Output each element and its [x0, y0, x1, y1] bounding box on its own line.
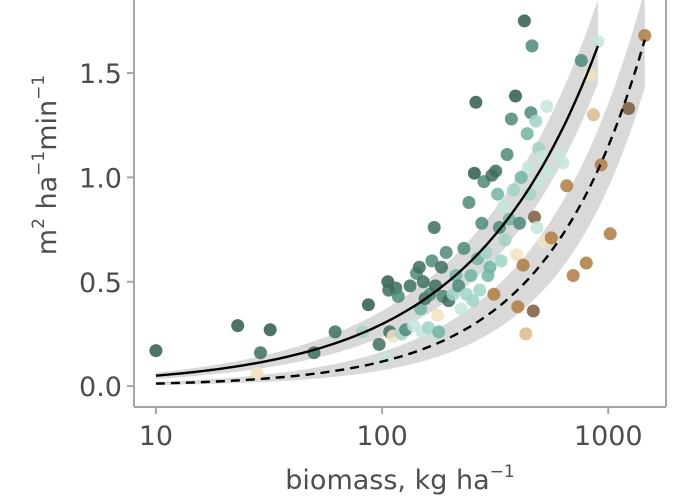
fitted-curves	[155, 39, 646, 385]
y-axis-ticks: 0.0 0.5 1.0 1.5	[79, 59, 134, 403]
data-point	[579, 256, 593, 270]
data-point	[421, 321, 435, 335]
data-point	[432, 325, 446, 339]
y-axis-title-sup: −1	[29, 151, 49, 176]
data-point	[529, 114, 543, 128]
data-point	[525, 39, 539, 53]
data-point	[263, 323, 277, 337]
data-point	[372, 337, 386, 351]
data-point	[638, 29, 652, 42]
x-tick-label: 10	[139, 421, 173, 452]
data-point	[560, 179, 574, 193]
data-point	[457, 241, 471, 255]
data-point	[507, 183, 520, 197]
data-point	[510, 248, 524, 262]
data-point	[622, 102, 636, 115]
data-point	[526, 304, 540, 318]
data-point	[519, 327, 533, 341]
data-point	[475, 216, 489, 230]
data-point	[603, 227, 617, 241]
data-point	[377, 352, 391, 366]
x-axis-title-sup: −1	[490, 462, 515, 482]
data-point	[431, 308, 445, 322]
y-axis-title: m2 ha−1min−1	[29, 75, 63, 255]
x-axis-ticks: 10 100 1000	[139, 407, 643, 452]
data-point	[412, 260, 426, 274]
data-point	[574, 54, 588, 67]
data-point	[435, 260, 448, 274]
data-point	[496, 200, 510, 214]
data-point	[522, 160, 535, 174]
x-axis-title: biomass, kg ha−1	[285, 462, 514, 496]
data-point	[500, 148, 514, 161]
data-point	[487, 287, 501, 301]
data-point	[540, 99, 554, 113]
data-point	[594, 158, 608, 172]
x-tick-label: 1000	[574, 421, 643, 452]
data-point	[254, 346, 267, 360]
data-point	[479, 246, 493, 259]
data-point	[511, 300, 525, 314]
data-point	[494, 254, 508, 268]
data-point	[533, 175, 547, 189]
data-point	[425, 254, 439, 268]
data-point	[483, 260, 497, 274]
data-point	[391, 289, 405, 303]
y-tick-label: 1.5	[79, 59, 122, 90]
data-point	[491, 187, 505, 201]
data-point	[517, 14, 531, 28]
data-point	[520, 127, 534, 141]
data-point	[452, 279, 466, 293]
data-point	[542, 164, 556, 178]
data-point	[544, 231, 558, 245]
y-axis-title-part: m	[32, 229, 63, 255]
data-point	[504, 112, 518, 126]
data-point	[528, 210, 541, 224]
data-point	[489, 164, 503, 178]
y-axis-title-sup: 2	[29, 218, 49, 229]
data-point	[556, 156, 570, 170]
fitted-curve-dashed	[155, 39, 646, 385]
axes	[133, 0, 667, 408]
y-axis-title-part: ha	[32, 176, 63, 218]
confidence-band-dashed	[155, 0, 645, 385]
data-point	[514, 170, 528, 184]
data-point	[466, 294, 480, 308]
data-point	[403, 279, 417, 293]
data-point	[566, 269, 580, 282]
data-point	[464, 269, 478, 282]
data-point	[439, 246, 453, 259]
y-tick-label: 1.0	[79, 163, 122, 194]
data-point	[513, 216, 526, 230]
y-axis-title-part: min	[32, 100, 63, 151]
x-axis-title-main: biomass, kg ha	[285, 465, 489, 496]
data-point	[149, 344, 163, 358]
y-tick-label: 0.0	[79, 372, 122, 403]
data-point	[427, 221, 441, 234]
data-point	[591, 35, 605, 49]
data-point	[469, 95, 483, 109]
data-point	[530, 221, 544, 234]
fitted-curve-solid	[155, 45, 600, 377]
data-point	[467, 166, 481, 180]
data-point	[462, 196, 476, 209]
data-point	[328, 325, 342, 339]
data-point	[231, 319, 245, 333]
data-point	[414, 302, 428, 316]
data-point	[473, 283, 487, 297]
data-point	[250, 367, 264, 381]
data-point	[586, 108, 600, 122]
data-point	[416, 275, 430, 289]
y-axis-title-sup: −1	[29, 75, 49, 100]
x-tick-label: 100	[356, 421, 408, 452]
data-point	[509, 89, 522, 103]
y-tick-label: 0.5	[79, 268, 122, 299]
data-point	[454, 302, 468, 316]
data-point	[361, 298, 375, 312]
data-point	[516, 258, 530, 272]
data-point	[498, 233, 512, 247]
